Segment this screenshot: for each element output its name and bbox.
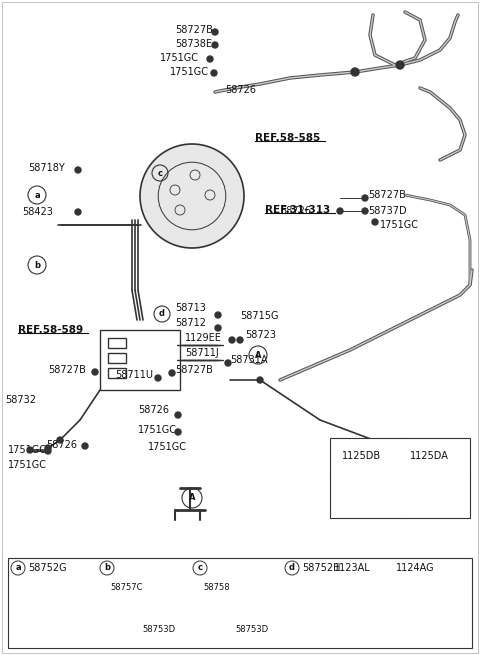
Text: a: a xyxy=(34,191,40,200)
Circle shape xyxy=(215,312,221,318)
Circle shape xyxy=(229,337,235,343)
Text: 1751GC: 1751GC xyxy=(148,442,187,452)
FancyBboxPatch shape xyxy=(17,596,74,634)
Circle shape xyxy=(396,61,404,69)
Circle shape xyxy=(351,68,359,76)
Text: 58738E: 58738E xyxy=(175,39,212,49)
Text: 58726: 58726 xyxy=(280,206,311,216)
Text: 58753D: 58753D xyxy=(235,625,268,634)
Circle shape xyxy=(155,375,161,381)
Circle shape xyxy=(45,448,51,454)
Text: REF.31-313: REF.31-313 xyxy=(265,205,330,215)
FancyBboxPatch shape xyxy=(101,598,121,638)
Text: 58727B: 58727B xyxy=(175,25,213,35)
Circle shape xyxy=(140,144,244,248)
Circle shape xyxy=(362,208,368,214)
Text: 58718Y: 58718Y xyxy=(28,163,65,173)
Text: c: c xyxy=(197,563,203,572)
Circle shape xyxy=(362,195,368,201)
Circle shape xyxy=(215,325,221,331)
Text: 58726: 58726 xyxy=(138,405,169,415)
Text: 1751GC: 1751GC xyxy=(8,460,47,470)
Text: 58712: 58712 xyxy=(175,318,206,328)
Text: 58711J: 58711J xyxy=(185,348,219,358)
Text: 58731A: 58731A xyxy=(230,355,267,365)
Circle shape xyxy=(237,337,243,343)
Circle shape xyxy=(212,42,218,48)
Text: 1751GC: 1751GC xyxy=(8,445,47,455)
Text: A: A xyxy=(255,350,261,360)
FancyBboxPatch shape xyxy=(58,605,66,625)
FancyBboxPatch shape xyxy=(330,438,470,518)
Text: d: d xyxy=(159,310,165,318)
Text: 1125DB: 1125DB xyxy=(342,451,381,460)
Circle shape xyxy=(337,208,343,214)
Text: 58723: 58723 xyxy=(245,330,276,340)
Text: b: b xyxy=(34,261,40,269)
FancyBboxPatch shape xyxy=(34,605,42,625)
Text: 1129EE: 1129EE xyxy=(185,333,222,343)
Text: a: a xyxy=(15,563,21,572)
Text: REF.58-589: REF.58-589 xyxy=(18,325,83,335)
Circle shape xyxy=(57,437,63,443)
Text: 1125DA: 1125DA xyxy=(410,451,449,460)
FancyBboxPatch shape xyxy=(222,604,238,632)
Text: 58752H: 58752H xyxy=(302,563,340,573)
Text: 58727B: 58727B xyxy=(368,190,406,200)
Circle shape xyxy=(257,377,263,383)
Circle shape xyxy=(82,443,88,449)
Circle shape xyxy=(45,445,51,451)
Text: 58715G: 58715G xyxy=(240,311,278,321)
Text: 58737D: 58737D xyxy=(368,206,407,216)
Circle shape xyxy=(372,219,378,225)
Text: d: d xyxy=(289,563,295,572)
Circle shape xyxy=(207,56,213,62)
Text: 58727B: 58727B xyxy=(48,365,86,375)
Circle shape xyxy=(212,29,218,35)
Text: 1751GC: 1751GC xyxy=(170,67,209,77)
Circle shape xyxy=(92,369,98,375)
Text: A: A xyxy=(189,493,195,502)
Text: 1751GC: 1751GC xyxy=(160,53,199,63)
Text: b: b xyxy=(104,563,110,572)
Circle shape xyxy=(27,447,33,453)
FancyBboxPatch shape xyxy=(22,605,30,625)
FancyBboxPatch shape xyxy=(129,606,145,634)
FancyBboxPatch shape xyxy=(8,558,472,648)
Text: REF.58-585: REF.58-585 xyxy=(255,133,320,143)
Circle shape xyxy=(169,370,175,376)
Text: 58727B: 58727B xyxy=(175,365,213,375)
Circle shape xyxy=(175,429,181,435)
Text: 58423: 58423 xyxy=(22,207,53,217)
Text: 58752G: 58752G xyxy=(28,563,67,573)
FancyBboxPatch shape xyxy=(194,596,214,634)
Text: 1123AL: 1123AL xyxy=(334,563,371,573)
Text: 58732: 58732 xyxy=(5,395,36,405)
Text: 58758: 58758 xyxy=(203,583,229,592)
Text: 58753D: 58753D xyxy=(142,625,175,634)
Text: c: c xyxy=(157,168,163,178)
Circle shape xyxy=(75,167,81,173)
FancyBboxPatch shape xyxy=(46,605,54,625)
Text: 58726: 58726 xyxy=(46,440,77,450)
Circle shape xyxy=(175,412,181,418)
Text: 58711U: 58711U xyxy=(115,370,153,380)
Text: 1751GC: 1751GC xyxy=(138,425,177,435)
Circle shape xyxy=(75,209,81,215)
Text: 58757C: 58757C xyxy=(110,583,143,592)
Text: 58713: 58713 xyxy=(175,303,206,313)
Text: 58726: 58726 xyxy=(225,85,256,95)
Text: 1124AG: 1124AG xyxy=(396,563,434,573)
Circle shape xyxy=(225,360,231,366)
FancyBboxPatch shape xyxy=(289,592,321,638)
Text: 1751GC: 1751GC xyxy=(380,220,419,230)
Circle shape xyxy=(211,70,217,76)
